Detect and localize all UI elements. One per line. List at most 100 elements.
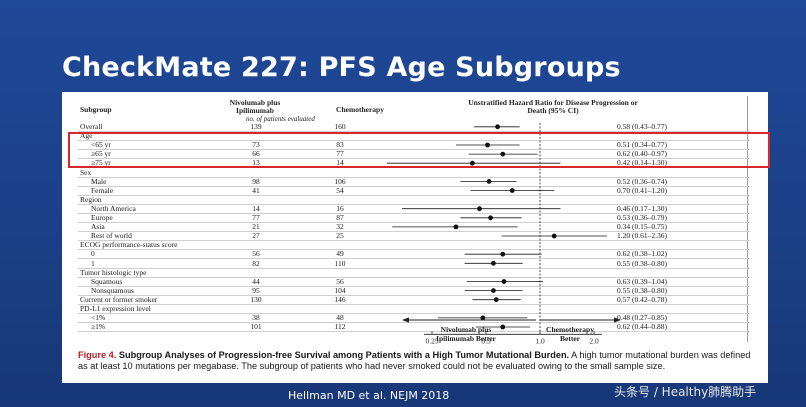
slide-title: CheckMate 227: PFS Age Subgroups [62, 52, 621, 83]
row-separator [78, 212, 750, 214]
row-separator [78, 140, 750, 142]
row-label: Asia [91, 222, 105, 232]
chemotherapy-count: 49 [336, 249, 344, 259]
hazard-ratio-text: 0.34 (0.15–0.75) [617, 222, 667, 232]
row-label: ≥1% [91, 322, 106, 332]
hazard-ratio-text: 0.57 (0.42–0.78) [617, 294, 667, 304]
nivolumab-count: 56 [252, 249, 260, 259]
hazard-ratio-point [493, 297, 499, 303]
row-label: 1 [91, 258, 95, 268]
nivolumab-count: 14 [252, 203, 260, 213]
hazard-ratio-text: 0.70 (0.41–1.20) [617, 185, 667, 195]
row-label: Age [80, 131, 93, 141]
figure-caption: Figure 4. Subgroup Analyses of Progressi… [78, 350, 754, 371]
header-chemotherapy: Chemotherapy [336, 105, 384, 114]
row-separator [78, 276, 750, 278]
x-tick-label: 0.25 [425, 336, 438, 345]
citation-footer: Hellman MD et al. NEJM 2018 [288, 389, 450, 402]
arrow-left-icon [402, 317, 409, 323]
hazard-ratio-point [470, 160, 475, 166]
chemotherapy-count: 25 [336, 231, 344, 241]
header-subgroup: Subgroup [80, 105, 112, 114]
row-separator [78, 322, 750, 324]
chemotherapy-count: 54 [336, 185, 344, 195]
figure-body: A high tumor mutational burden was defin… [78, 350, 751, 371]
hazard-ratio-point [500, 251, 506, 257]
row-label: ≥65 yr [91, 149, 111, 159]
hazard-ratio-text: 0.53 (0.36–0.79) [617, 213, 667, 222]
hazard-ratio-point [500, 324, 506, 330]
row-separator [78, 176, 750, 178]
nivolumab-count: 38 [252, 313, 260, 323]
x-tick-label: 1.0 [535, 336, 545, 345]
hazard-ratio-text: 0.48 (0.27–0.85) [617, 313, 667, 323]
row-separator [78, 258, 750, 260]
header-hazard-ratio: Unstratified Hazard Ratio for Disease Pr… [468, 98, 638, 115]
nivolumab-count: 73 [252, 140, 260, 150]
row-label: Male [91, 176, 107, 186]
row-label: PD-L1 expression level [80, 304, 151, 313]
nivolumab-count: 13 [252, 158, 260, 168]
age-subgroup-highlight-box [68, 132, 770, 168]
row-separator [78, 149, 750, 151]
hazard-ratio-point [551, 233, 557, 239]
row-separator [78, 313, 750, 314]
row-label: <1% [91, 313, 106, 323]
favor-chemotherapy-label: Chemotherapy Better [546, 325, 594, 343]
hazard-ratio-point [501, 279, 507, 284]
hazard-ratio-point [453, 224, 459, 230]
patients-evaluated-note: no. of patients evaluated [246, 115, 315, 123]
header-nivolumab: Nivolumab plus Ipilimumab [229, 98, 281, 115]
row-label: Nonsquamous [91, 285, 134, 295]
hazard-ratio-text: 0.63 (0.39–1.04) [617, 276, 667, 286]
hazard-ratio-point [477, 206, 482, 212]
chemotherapy-count: 104 [334, 285, 346, 295]
hazard-ratio-point [488, 215, 493, 221]
row-separator [78, 203, 750, 205]
nivolumab-count: 139 [250, 122, 262, 131]
chemotherapy-count: 77 [336, 149, 344, 159]
nivolumab-count: 27 [252, 231, 260, 241]
row-label: Current or former smoker [80, 294, 158, 304]
hazard-ratio-point [480, 315, 486, 321]
hazard-ratio-point [491, 288, 496, 293]
nivolumab-count: 21 [252, 222, 260, 232]
row-separator [78, 294, 750, 296]
nivolumab-count: 44 [252, 276, 260, 286]
arrow-right-icon [614, 317, 621, 323]
panel-divider [747, 96, 748, 342]
row-separator [78, 249, 750, 251]
row-separator [78, 331, 750, 333]
chemotherapy-count: 16 [336, 203, 344, 213]
row-label: Overall [80, 122, 103, 131]
chemotherapy-count: 110 [334, 258, 346, 268]
row-separator [78, 303, 750, 305]
hazard-ratio-point [500, 151, 506, 157]
hazard-ratio-text: 0.55 (0.38–0.80) [617, 285, 667, 295]
chemotherapy-count: 48 [336, 313, 344, 323]
row-label: <65 yr [91, 140, 111, 150]
nivolumab-count: 101 [250, 322, 262, 332]
chemotherapy-count: 83 [336, 140, 344, 150]
hazard-ratio-point [509, 188, 515, 193]
row-label: Female [91, 185, 114, 195]
nivolumab-count: 66 [252, 149, 260, 159]
row-separator [78, 222, 750, 223]
figure-label: Figure 4. [78, 350, 117, 360]
chemotherapy-count: 14 [336, 158, 344, 168]
hazard-ratio-text: 0.58 (0.43–0.77) [617, 122, 667, 131]
hazard-ratio-text: 0.46 (0.17–1.30) [617, 203, 667, 213]
chemotherapy-count: 112 [334, 322, 346, 332]
row-label: Rest of world [91, 231, 132, 241]
row-separator [78, 194, 750, 196]
row-label: 0 [91, 249, 95, 259]
row-label: ≥75 yr [91, 158, 111, 168]
row-separator [78, 185, 750, 187]
hazard-ratio-text: 0.55 (0.38–0.80) [617, 258, 667, 268]
nivolumab-count: 95 [252, 285, 260, 295]
hazard-ratio-text: 0.62 (0.44–0.88) [617, 322, 667, 332]
hazard-ratio-text: 0.62 (0.40–0.97) [617, 149, 667, 159]
nivolumab-count: 130 [250, 294, 262, 304]
x-tick-label: 0.5 [481, 336, 491, 345]
